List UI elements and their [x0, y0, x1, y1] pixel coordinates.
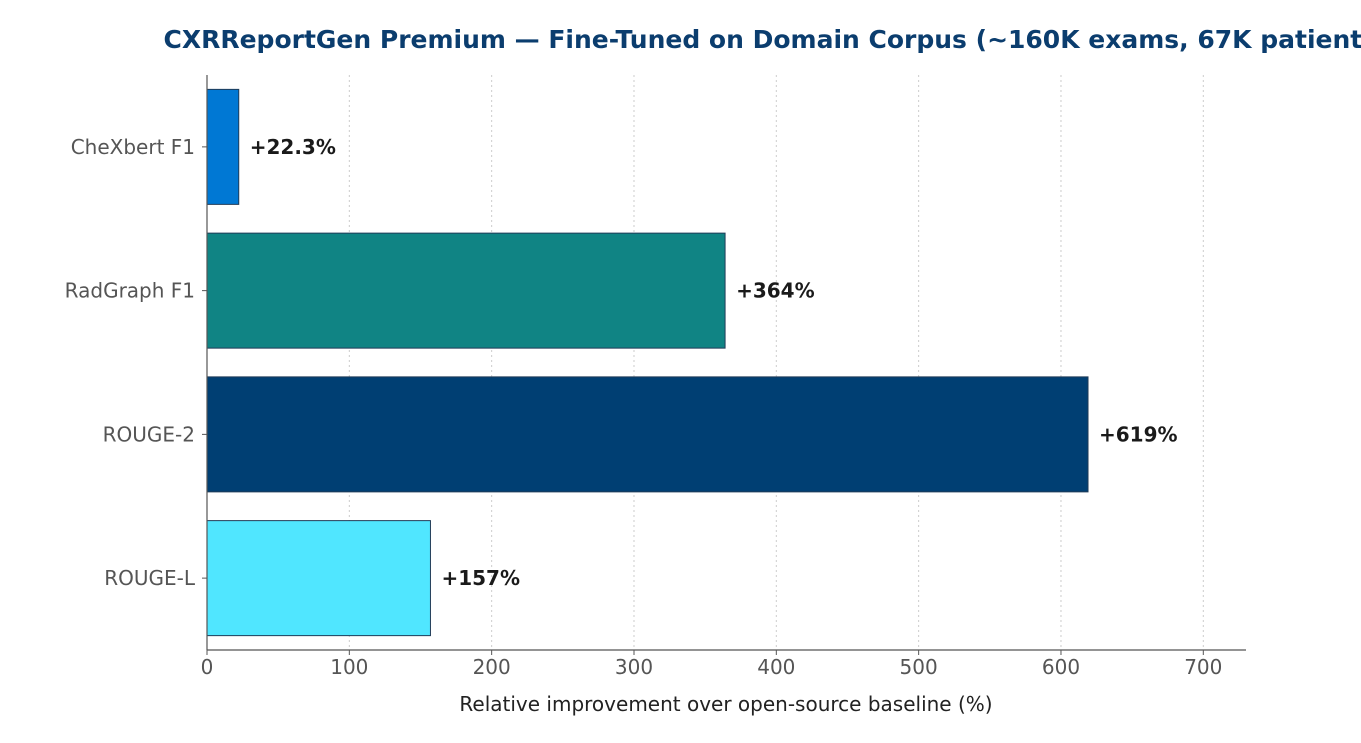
bar-chexbert-f1	[206, 88, 240, 205]
x-tick-label: 400	[757, 655, 795, 679]
axes: CheXbert F1 RadGraph F1 ROUGE-2 ROUGE-L 0 100…	[65, 75, 1246, 679]
x-axis-label: Relative improvement over open-source ba…	[459, 692, 992, 716]
y-tick-label: CheXbert F1	[71, 135, 195, 159]
data-label: +22.3%	[250, 135, 336, 159]
x-tick-label: 500	[900, 655, 938, 679]
bars: +22.3% +364% +619% +157%	[206, 88, 1178, 637]
data-label: +364%	[736, 279, 815, 303]
data-label: +619%	[1099, 422, 1178, 446]
x-tick-label: 0	[201, 655, 214, 679]
bar-rouge-l	[206, 520, 431, 637]
grid-lines	[348, 75, 1204, 650]
bar-radgraph-f1	[206, 232, 726, 349]
y-tick-label: ROUGE-2	[103, 422, 195, 446]
data-label: +157%	[441, 566, 520, 590]
x-tick-label: 600	[1042, 655, 1080, 679]
y-tick-label: ROUGE-L	[104, 566, 196, 590]
x-tick-label: 300	[615, 655, 653, 679]
x-tick-label: 100	[330, 655, 368, 679]
chart-title: CXRReportGen Premium — Fine-Tuned on Dom…	[163, 25, 1361, 54]
x-tick-label: 200	[473, 655, 511, 679]
bar-rouge-2	[206, 376, 1089, 493]
x-tick-label: 700	[1184, 655, 1222, 679]
y-tick-label: RadGraph F1	[65, 279, 195, 303]
